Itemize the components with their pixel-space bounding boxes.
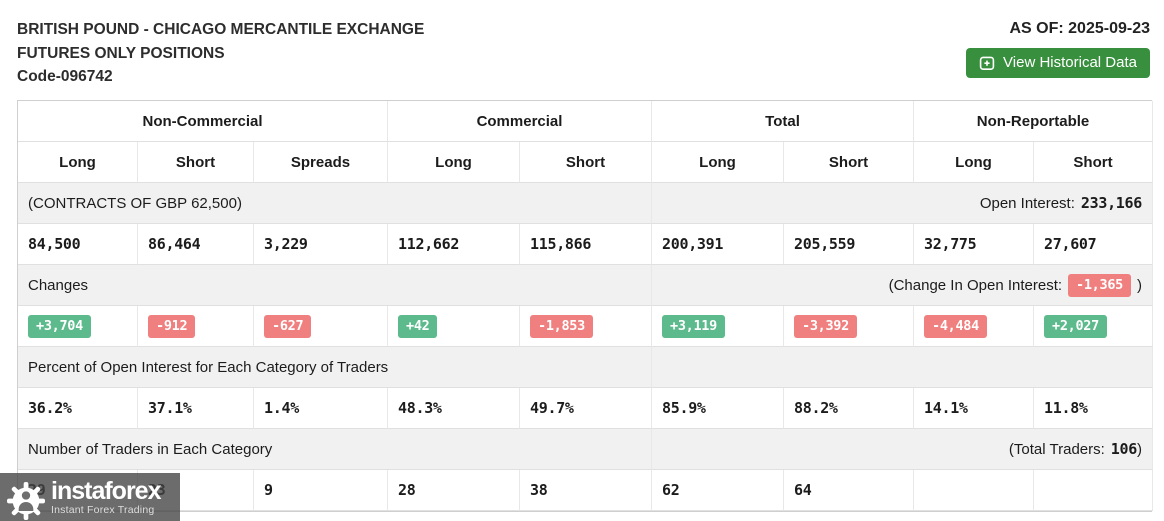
col-header-nc-long: Long xyxy=(18,142,138,183)
percent-label: Percent of Open Interest for Each Catego… xyxy=(18,347,652,388)
total-traders-value: 106 xyxy=(1110,440,1138,458)
total-traders-suffix: ) xyxy=(1137,440,1142,458)
traders-cell: 38 xyxy=(520,470,652,511)
position-cell: 32,775 xyxy=(914,224,1034,265)
change-cell: +2,027 xyxy=(1034,306,1153,347)
watermark-brand: instaforex xyxy=(51,477,161,505)
calendar-plus-icon xyxy=(979,55,995,71)
change-badge: +42 xyxy=(398,314,438,338)
position-cell: 86,464 xyxy=(138,224,254,265)
report-subtitle: FUTURES ONLY POSITIONS xyxy=(17,44,225,62)
change-cell: +3,704 xyxy=(18,306,138,347)
traders-cell: 9 xyxy=(254,470,388,511)
instaforex-watermark: instaforex Instant Forex Trading xyxy=(0,473,180,521)
open-interest-label: Open Interest: xyxy=(979,194,1075,212)
change-badge: +2,027 xyxy=(1044,314,1107,338)
percent-cell: 48.3% xyxy=(388,388,520,429)
change-badge: -3,392 xyxy=(794,314,857,338)
percent-cell: 11.8% xyxy=(1034,388,1153,429)
instaforex-gear-logo-icon xyxy=(6,481,46,521)
percent-cell: 1.4% xyxy=(254,388,388,429)
open-interest-value: 233,166 xyxy=(1080,194,1142,212)
change-cell: -1,853 xyxy=(520,306,652,347)
position-cell: 84,500 xyxy=(18,224,138,265)
traders-cell xyxy=(1034,470,1153,511)
position-cell: 112,662 xyxy=(388,224,520,265)
traders-cell xyxy=(914,470,1034,511)
change-badge: -1,853 xyxy=(530,314,593,338)
asof-block: AS OF: 2025-09-23 View Historical Data xyxy=(966,18,1150,89)
col-header-t-long: Long xyxy=(652,142,784,183)
change-oi-suffix: ) xyxy=(1137,276,1142,294)
position-cell: 205,559 xyxy=(784,224,914,265)
change-cell: -912 xyxy=(138,306,254,347)
change-oi-badge: -1,365 xyxy=(1068,273,1131,297)
report-title: BRITISH POUND - CHICAGO MERCANTILE EXCHA… xyxy=(17,21,425,38)
change-cell: +3,119 xyxy=(652,306,784,347)
percent-cell: 37.1% xyxy=(138,388,254,429)
watermark-text: instaforex Instant Forex Trading xyxy=(51,477,161,516)
traders-label: Number of Traders in Each Category xyxy=(18,429,652,470)
change-cell: -4,484 xyxy=(914,306,1034,347)
changes-label: Changes xyxy=(18,265,652,306)
report-title-block: BRITISH POUND - CHICAGO MERCANTILE EXCHA… xyxy=(17,18,424,89)
position-cell: 27,607 xyxy=(1034,224,1153,265)
percent-cell: 49.7% xyxy=(520,388,652,429)
position-cell: 115,866 xyxy=(520,224,652,265)
change-badge: -4,484 xyxy=(924,314,987,338)
group-header-total: Total xyxy=(652,101,914,142)
change-badge: +3,704 xyxy=(28,314,91,338)
position-cell: 3,229 xyxy=(254,224,388,265)
view-historical-data-button[interactable]: View Historical Data xyxy=(966,48,1150,78)
watermark-tagline: Instant Forex Trading xyxy=(51,504,155,516)
percent-cell: 14.1% xyxy=(914,388,1034,429)
change-cell: +42 xyxy=(388,306,520,347)
col-header-nc-spreads: Spreads xyxy=(254,142,388,183)
change-oi-prefix: (Change In Open Interest: xyxy=(888,276,1063,294)
change-badge: -912 xyxy=(148,314,196,338)
total-traders-prefix: (Total Traders: xyxy=(1008,440,1105,458)
percent-label-spacer xyxy=(652,347,1153,388)
percent-cell: 88.2% xyxy=(784,388,914,429)
col-header-t-short: Short xyxy=(784,142,914,183)
open-interest-cell: Open Interest: 233,166 xyxy=(652,183,1153,224)
contracts-label: (CONTRACTS OF GBP 62,500) xyxy=(18,183,652,224)
change-open-interest-cell: (Change In Open Interest: -1,365 ) xyxy=(652,265,1153,306)
group-header-noncommercial: Non-Commercial xyxy=(18,101,388,142)
report-code: Code-096742 xyxy=(17,68,113,85)
col-header-c-short: Short xyxy=(520,142,652,183)
group-header-commercial: Commercial xyxy=(388,101,652,142)
col-header-nr-long: Long xyxy=(914,142,1034,183)
group-header-nonreportable: Non-Reportable xyxy=(914,101,1153,142)
traders-cell: 64 xyxy=(784,470,914,511)
col-header-c-long: Long xyxy=(388,142,520,183)
change-cell: -3,392 xyxy=(784,306,914,347)
change-badge: -627 xyxy=(264,314,312,338)
col-header-nc-short: Short xyxy=(138,142,254,183)
percent-cell: 85.9% xyxy=(652,388,784,429)
percent-cell: 36.2% xyxy=(18,388,138,429)
col-header-nr-short: Short xyxy=(1034,142,1153,183)
as-of-date: AS OF: 2025-09-23 xyxy=(1009,20,1150,37)
view-historical-data-label: View Historical Data xyxy=(1003,54,1137,71)
traders-cell: 62 xyxy=(652,470,784,511)
change-badge: +3,119 xyxy=(662,314,725,338)
report-header: BRITISH POUND - CHICAGO MERCANTILE EXCHA… xyxy=(0,0,1164,89)
total-traders-cell: (Total Traders: 106 ) xyxy=(652,429,1153,470)
cot-table: Non-Commercial Commercial Total Non-Repo… xyxy=(17,100,1153,512)
traders-cell: 28 xyxy=(388,470,520,511)
change-cell: -627 xyxy=(254,306,388,347)
position-cell: 200,391 xyxy=(652,224,784,265)
